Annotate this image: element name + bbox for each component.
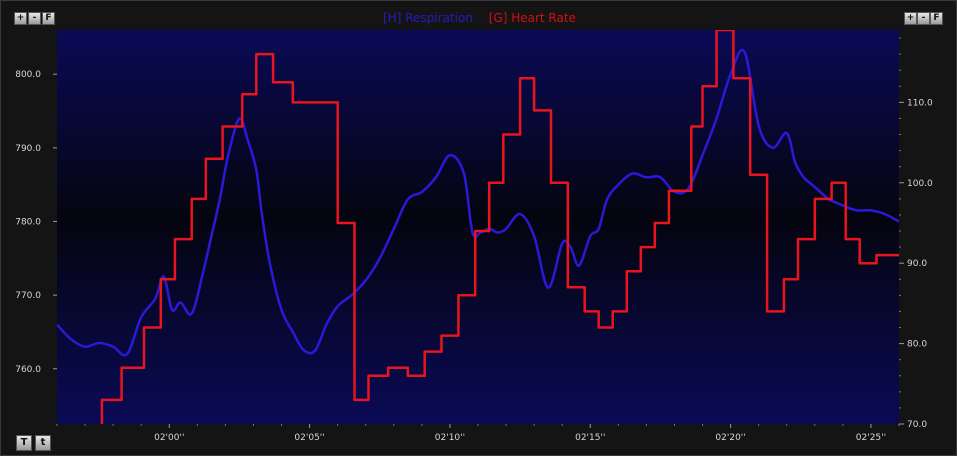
- y-left-tick-label: 800.0: [15, 70, 41, 80]
- heart-rate-line[interactable]: [57, 30, 899, 448]
- x-tick-label: 02'10'': [435, 433, 465, 443]
- y-right-tick-label: 100.0: [907, 179, 933, 189]
- zoom-out-right-button[interactable]: -: [917, 12, 930, 25]
- x-tick-label: 02'25'': [856, 433, 886, 443]
- y-left-tick-label: 760.0: [15, 365, 41, 375]
- fit-left-button[interactable]: F: [42, 12, 55, 25]
- legend-respiration[interactable]: [H] Respiration: [383, 11, 473, 25]
- legend-heart-rate[interactable]: [G] Heart Rate: [488, 11, 576, 25]
- y-left-tick-label: 770.0: [15, 291, 41, 301]
- zoom-in-right-button[interactable]: +: [904, 12, 917, 25]
- zoom-in-left-button[interactable]: +: [14, 12, 27, 25]
- y-right-tick-label: 90.0: [907, 259, 927, 269]
- time-zoom-in-button[interactable]: t: [35, 435, 51, 451]
- respiration-line[interactable]: [57, 48, 899, 357]
- x-tick-label: 02'15'': [575, 433, 605, 443]
- x-tick-label: 02'05'': [294, 433, 324, 443]
- y-right-tick-label: 80.0: [907, 340, 927, 350]
- series-layer: [57, 30, 899, 448]
- axes: 02'00'' 02'05'' 02'10'' 02'15'' 02'20'' 02'25…: [15, 37, 933, 443]
- y-right-tick-label: 70.0: [907, 420, 927, 430]
- y-left-tick-label: 780.0: [15, 217, 41, 227]
- chart-legend: [H] Respiration [G] Heart Rate: [1, 11, 957, 25]
- fit-right-button[interactable]: F: [930, 12, 943, 25]
- time-zoom-out-button[interactable]: T: [16, 435, 32, 451]
- y-left-tick-label: 790.0: [15, 144, 41, 154]
- y-right-tick-label: 110.0: [907, 98, 933, 108]
- x-tick-label: 02'20'': [715, 433, 745, 443]
- x-tick-label: 02'00'': [154, 433, 184, 443]
- zoom-out-left-button[interactable]: -: [28, 12, 41, 25]
- plot-area[interactable]: [57, 30, 899, 424]
